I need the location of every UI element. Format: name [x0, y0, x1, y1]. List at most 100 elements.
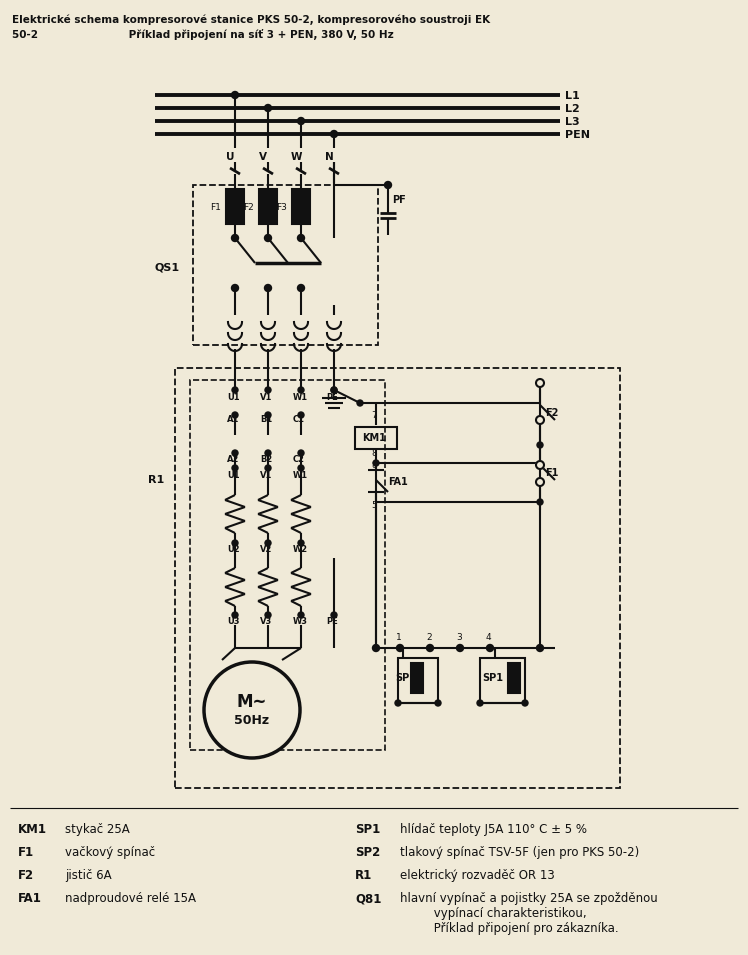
Circle shape [232, 412, 238, 418]
Circle shape [265, 387, 271, 393]
Text: V: V [259, 152, 267, 162]
Text: V3: V3 [260, 618, 272, 626]
Text: 8: 8 [371, 460, 377, 470]
Text: SP1: SP1 [482, 673, 503, 683]
Text: stykač 25A: stykač 25A [65, 823, 129, 836]
Text: B2: B2 [260, 456, 272, 464]
Text: W1: W1 [293, 393, 308, 402]
Circle shape [298, 612, 304, 618]
Bar [226, 189, 244, 224]
Text: Elektrické schema kompresorové stanice PKS 50-2, kompresorového soustroji EK: Elektrické schema kompresorové stanice P… [12, 14, 490, 25]
Circle shape [298, 450, 304, 456]
Circle shape [536, 645, 544, 651]
Circle shape [331, 387, 337, 393]
Text: V1: V1 [260, 393, 272, 402]
Text: F1: F1 [210, 203, 221, 213]
Text: C2: C2 [293, 456, 305, 464]
Circle shape [426, 645, 434, 651]
Text: W: W [290, 152, 301, 162]
Text: KM1: KM1 [18, 823, 47, 836]
Text: FA1: FA1 [388, 477, 408, 487]
Text: L2: L2 [565, 104, 580, 114]
Text: F2: F2 [243, 203, 254, 213]
Bar [398, 658, 438, 703]
Text: 7: 7 [371, 411, 377, 419]
Circle shape [456, 645, 464, 651]
Text: 3: 3 [456, 633, 462, 643]
Circle shape [265, 465, 271, 471]
Circle shape [231, 235, 239, 242]
Circle shape [331, 387, 337, 393]
Text: 4: 4 [486, 633, 491, 643]
Text: PE: PE [326, 393, 338, 402]
Bar [259, 189, 277, 224]
Text: 8: 8 [371, 449, 377, 457]
Circle shape [435, 700, 441, 706]
Text: A2: A2 [227, 456, 239, 464]
Text: SP2: SP2 [395, 673, 416, 683]
Text: elektrický rozvaděč OR 13: elektrický rozvaděč OR 13 [400, 869, 555, 882]
Text: KM1: KM1 [362, 433, 386, 443]
Text: R1: R1 [355, 869, 373, 882]
Circle shape [537, 499, 543, 505]
Text: 50-2                         Příklad připojení na síť 3 + PEN, 380 V, 50 Hz: 50-2 Příklad připojení na síť 3 + PEN, 3… [12, 30, 393, 40]
Circle shape [232, 387, 238, 393]
Text: U1: U1 [227, 471, 239, 479]
Text: N: N [325, 152, 334, 162]
Text: F2: F2 [545, 408, 558, 418]
Circle shape [298, 235, 304, 242]
Bar [355, 427, 397, 449]
Text: L3: L3 [565, 117, 580, 127]
Text: R1: R1 [148, 475, 165, 485]
Circle shape [232, 540, 238, 546]
Text: SP2: SP2 [355, 846, 380, 859]
Bar [508, 663, 520, 693]
Text: W2: W2 [293, 545, 308, 555]
Text: L1: L1 [565, 91, 580, 101]
Text: PEN: PEN [565, 130, 590, 140]
Text: 1: 1 [396, 633, 402, 643]
Text: U3: U3 [227, 618, 239, 626]
Text: M~: M~ [237, 693, 267, 711]
Bar [175, 368, 620, 788]
Circle shape [298, 465, 304, 471]
Circle shape [331, 131, 337, 138]
Text: U2: U2 [227, 545, 239, 555]
Text: U1: U1 [227, 393, 239, 402]
Text: U: U [226, 152, 234, 162]
Text: Q81: Q81 [355, 892, 381, 905]
Circle shape [265, 235, 272, 242]
Text: QS1: QS1 [155, 263, 180, 273]
Text: W3: W3 [293, 618, 308, 626]
Text: F1: F1 [545, 468, 558, 478]
Circle shape [395, 700, 401, 706]
Text: V2: V2 [260, 545, 272, 555]
Text: SP1: SP1 [355, 823, 380, 836]
Circle shape [265, 540, 271, 546]
Bar [292, 189, 310, 224]
Bar [411, 663, 423, 693]
Text: PE: PE [326, 618, 338, 626]
Circle shape [536, 416, 544, 424]
Circle shape [232, 450, 238, 456]
Bar [190, 380, 385, 750]
Text: 50Hz: 50Hz [234, 713, 269, 727]
Circle shape [232, 465, 238, 471]
Text: PF: PF [392, 195, 405, 205]
Circle shape [373, 460, 379, 466]
Circle shape [231, 285, 239, 291]
Circle shape [536, 461, 544, 469]
Circle shape [536, 379, 544, 387]
Text: A1: A1 [227, 415, 239, 425]
Circle shape [298, 412, 304, 418]
Text: 5: 5 [371, 501, 377, 511]
Circle shape [536, 478, 544, 486]
Circle shape [486, 645, 494, 651]
Text: F1: F1 [18, 846, 34, 859]
Text: F3: F3 [276, 203, 287, 213]
Circle shape [384, 181, 391, 188]
Circle shape [265, 450, 271, 456]
Text: W1: W1 [293, 471, 308, 479]
Circle shape [265, 412, 271, 418]
Text: B1: B1 [260, 415, 272, 425]
